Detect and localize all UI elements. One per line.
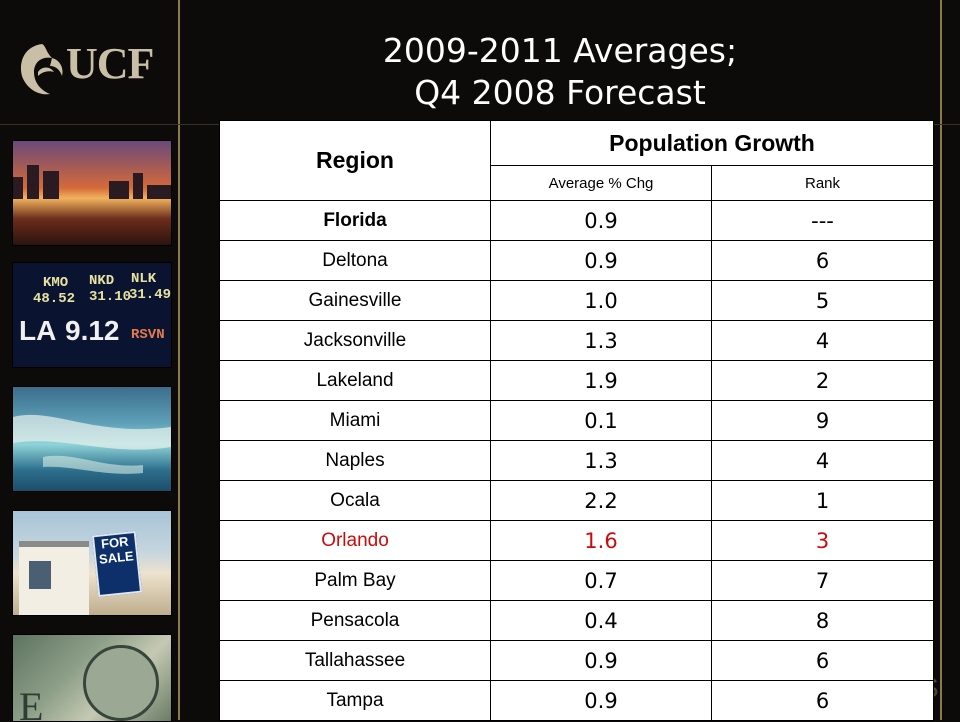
stock-ticker-image: KMO NKD NLK 48.52 31.10 31.49 LA 9.12 RS… [12, 262, 172, 368]
average-change-cell: 0.9 [490, 680, 712, 721]
rank-cell: 6 [710, 640, 935, 681]
for-sale-sign: FOR SALE [91, 530, 143, 598]
region-cell: Miami [219, 400, 491, 441]
rank-cell: 3 [710, 520, 935, 561]
coastline-shape [13, 414, 171, 474]
rank-cell: 9 [710, 400, 935, 441]
table-row: Miami 0.1 9 [219, 400, 935, 441]
skyline-silhouette [13, 165, 171, 199]
region-cell: Florida [219, 200, 491, 241]
table-row-orlando-highlighted: Orlando 1.6 3 [219, 520, 935, 561]
average-change-cell: 1.0 [490, 280, 712, 321]
ticker-symbol: KMO [43, 275, 69, 291]
average-change-cell: 0.7 [490, 560, 712, 601]
right-divider-line [940, 0, 942, 720]
region-cell: Palm Bay [219, 560, 491, 601]
table-row: Tallahassee 0.9 6 [219, 640, 935, 681]
title-line-1: 2009-2011 Averages; [382, 31, 738, 70]
ticker-symbol: RSVN [131, 327, 165, 343]
average-change-cell: 2.2 [490, 480, 712, 521]
rank-cell: 4 [710, 320, 935, 361]
ticker-price: 31.10 [89, 289, 132, 305]
average-change-cell: 0.1 [490, 400, 712, 441]
rank-cell: 6 [710, 240, 935, 281]
aerial-coast-image [12, 386, 172, 492]
average-change-cell: 0.9 [490, 200, 712, 241]
table-row: Palm Bay 0.7 7 [219, 560, 935, 601]
table-row: Jacksonville 1.3 4 [219, 320, 935, 361]
table-row: Ocala 2.2 1 [219, 480, 935, 521]
average-change-cell: 1.9 [490, 360, 712, 401]
ticker-symbol: NKD [89, 273, 115, 289]
region-cell: Deltona [219, 240, 491, 281]
ucf-logo: UCF [12, 36, 172, 106]
pegasus-icon [20, 44, 63, 95]
average-change-cell: 1.3 [490, 320, 712, 361]
region-cell: Naples [219, 440, 491, 481]
title-line-2: Q4 2008 Forecast [414, 73, 706, 112]
table-row: Tampa 0.9 6 [219, 680, 935, 721]
house-window [29, 561, 51, 589]
region-cell: Gainesville [219, 280, 491, 321]
for-sale-house-image: FOR SALE [12, 510, 172, 616]
table-row: Naples 1.3 4 [219, 440, 935, 481]
table-row: Lakeland 1.9 2 [219, 360, 935, 401]
page-title: 2009-2011 Averages; Q4 2008 Forecast [180, 30, 940, 114]
ticker-symbol-large: LA [19, 315, 57, 346]
average-change-cell: 1.6 [490, 520, 712, 561]
average-change-cell: 0.9 [490, 240, 712, 281]
column-group-header-population-growth: Population Growth [489, 120, 935, 166]
rank-cell: 2 [710, 360, 935, 401]
left-divider-line [178, 0, 180, 720]
ticker-price: 31.49 [129, 287, 172, 303]
bill-letter: E [19, 684, 44, 722]
sunset-skyline-image [12, 140, 172, 246]
logo-text: UCF [66, 39, 154, 88]
region-cell: Orlando [219, 520, 491, 561]
region-cell: Tallahassee [219, 640, 491, 681]
column-header-rank: Rank [710, 165, 935, 201]
average-change-cell: 0.9 [490, 640, 712, 681]
average-change-cell: 0.4 [490, 600, 712, 641]
region-cell: Pensacola [219, 600, 491, 641]
region-cell: Jacksonville [219, 320, 491, 361]
column-header-region: Region [219, 120, 491, 201]
ticker-price-large: 9.12 [65, 315, 120, 346]
table-row-florida: Florida 0.9 --- [219, 200, 935, 241]
table-row: Deltona 0.9 6 [219, 240, 935, 281]
rank-cell: 1 [710, 480, 935, 521]
rank-cell: --- [710, 200, 935, 241]
ticker-symbol: NLK [131, 271, 157, 287]
rank-cell: 4 [710, 440, 935, 481]
rank-cell: 7 [710, 560, 935, 601]
rank-cell: 8 [710, 600, 935, 641]
rank-cell: 6 [710, 680, 935, 721]
rank-cell: 5 [710, 280, 935, 321]
average-change-cell: 1.3 [490, 440, 712, 481]
region-cell: Lakeland [219, 360, 491, 401]
table-row: Pensacola 0.4 8 [219, 600, 935, 641]
population-growth-table: Region Population Growth Average % Chg R… [219, 120, 935, 721]
region-cell: Tampa [219, 680, 491, 721]
ticker-price: 48.52 [33, 291, 76, 307]
column-header-average-change: Average % Chg [490, 165, 712, 201]
eagle-seal-icon [83, 645, 159, 721]
table-row: Gainesville 1.0 5 [219, 280, 935, 321]
region-cell: Ocala [219, 480, 491, 521]
dollar-bill-image: E [12, 634, 172, 722]
